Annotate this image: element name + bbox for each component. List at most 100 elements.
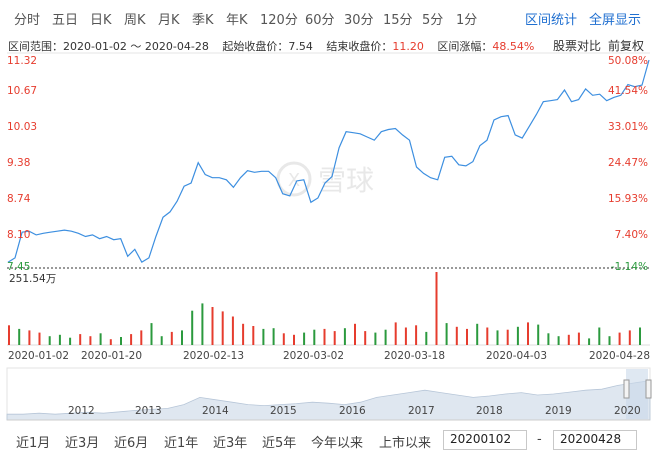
volume-bar [89, 336, 92, 345]
tab-daily-k[interactable]: 日K [90, 13, 112, 28]
tab-fenshi[interactable]: 分时 [14, 13, 41, 28]
end-close-value: 11.20 [392, 40, 424, 53]
watermark-text: 雪球 [318, 164, 374, 197]
navigator-year: 2019 [545, 405, 572, 417]
tab-5min[interactable]: 5分 [422, 13, 444, 28]
range-year-to-date[interactable]: 今年以来 [311, 436, 364, 451]
y-left-label: 9.38 [7, 157, 31, 169]
range-3-years[interactable]: 近3年 [213, 436, 248, 451]
volume-bar [476, 323, 479, 345]
start-close-value: 7.54 [288, 40, 313, 53]
tab-five-day[interactable]: 五日 [52, 13, 79, 28]
range-1-month[interactable]: 近1月 [16, 436, 51, 451]
volume-bar [415, 325, 418, 345]
range-info: 区间范围：2020-01-02 ～ 2020-04-28 起始收盘价：7.54 … [8, 38, 534, 54]
volume-bar [303, 332, 306, 345]
x-axis-label: 2020-02-13 [183, 350, 245, 362]
volume-bar [293, 334, 295, 345]
volume-bar [160, 336, 163, 345]
navigator-right-handle[interactable] [645, 379, 652, 399]
volume-bar [537, 324, 540, 345]
y-left-label: 8.10 [7, 229, 31, 241]
tab-weekly-k[interactable]: 周K [124, 13, 146, 28]
range-5-years[interactable]: 近5年 [262, 436, 297, 451]
volume-bar [547, 333, 550, 345]
tab-yearly-k[interactable]: 年K [226, 13, 248, 28]
volume-bar [394, 322, 397, 345]
tab-15min[interactable]: 15分 [383, 13, 413, 28]
range-6-months[interactable]: 近6月 [114, 436, 149, 451]
volume-bar [211, 307, 214, 345]
range-3-months[interactable]: 近3月 [65, 436, 100, 451]
date-from-input[interactable]: 20200102 [443, 430, 527, 450]
navigator-left-handle[interactable] [623, 379, 630, 399]
tab-1min[interactable]: 1分 [456, 13, 478, 28]
volume-bar [516, 326, 519, 346]
volume-bar [425, 331, 428, 345]
volume-bar [364, 331, 367, 345]
volume-bar [272, 328, 275, 345]
tab-120min[interactable]: 120分 [260, 13, 298, 28]
volume-bar [588, 338, 591, 345]
volume-bar [69, 337, 72, 345]
volume-bar [466, 328, 468, 345]
volume-bars [8, 272, 641, 346]
volume-bar [404, 327, 407, 345]
y-right-label: 7.40% [614, 229, 648, 241]
volume-bar [252, 326, 255, 345]
volume-bar [435, 272, 438, 345]
y-left-label: 10.67 [7, 85, 38, 97]
volume-bar [170, 331, 173, 345]
range-change-label: 区间涨幅： [437, 40, 493, 53]
volume-bar [455, 326, 458, 346]
y-left-label: 7.45 [7, 261, 31, 273]
y-left-label: 11.32 [7, 55, 38, 67]
fullscreen-link[interactable]: 全屏显示 [589, 13, 642, 28]
range-change-value: 48.54% [492, 40, 535, 53]
navigator-year: 2015 [270, 405, 297, 417]
volume-bar [120, 337, 122, 345]
navigator-year: 2012 [68, 405, 95, 417]
tab-60min[interactable]: 60分 [305, 13, 335, 28]
tab-quarterly-k[interactable]: 季K [192, 13, 214, 28]
volume-bar [262, 328, 265, 345]
y-right-label: -1.14% [610, 261, 648, 273]
volume-bar [618, 332, 621, 345]
range-since-listing[interactable]: 上市以来 [379, 436, 432, 451]
xueqiu-watermark: X 雪球 [276, 161, 374, 197]
date-to-input[interactable]: 20200428 [553, 430, 637, 450]
y-right-label: 15.93% [607, 193, 648, 205]
volume-bar [58, 334, 61, 345]
volume-bar [109, 339, 112, 345]
volume-bar [181, 330, 183, 345]
volume-bar [79, 334, 82, 345]
y-left-label: 8.74 [7, 193, 31, 205]
tab-30min[interactable]: 30分 [344, 13, 374, 28]
date-separator: - [537, 432, 542, 447]
volume-bar [191, 310, 194, 345]
volume-bar [628, 330, 631, 345]
x-axis-label: 2020-01-02 [8, 350, 70, 362]
tab-monthly-k[interactable]: 月K [158, 13, 180, 28]
stock-compare-link[interactable]: 股票对比 [553, 39, 602, 53]
volume-bar [333, 331, 336, 345]
range-stats-link[interactable]: 区间统计 [525, 13, 578, 28]
navigator-year: 2020 [614, 405, 641, 417]
volume-bar [323, 328, 326, 345]
volume-bar [557, 336, 560, 345]
period-tab-bar: 分时 五日 日K 周K 月K 季K 年K 120分 60分 30分 15分 5分… [0, 0, 656, 34]
volume-bar [527, 322, 529, 345]
volume-bar [99, 333, 102, 345]
y-right-label: 24.47% [607, 157, 648, 169]
range-1-year[interactable]: 近1年 [164, 436, 199, 451]
forward-adjust-link[interactable]: 前复权 [608, 39, 645, 53]
volume-bar [221, 311, 224, 345]
volume-bar [28, 330, 31, 345]
navigator-year: 2017 [408, 405, 435, 417]
volume-bar [231, 316, 234, 345]
end-close-label: 结束收盘价： [326, 40, 393, 53]
navigator-year: 2013 [135, 405, 162, 417]
x-axis-label: 2020-04-03 [486, 350, 548, 362]
volume-bar [506, 329, 509, 345]
navigator-selection[interactable] [626, 369, 648, 419]
